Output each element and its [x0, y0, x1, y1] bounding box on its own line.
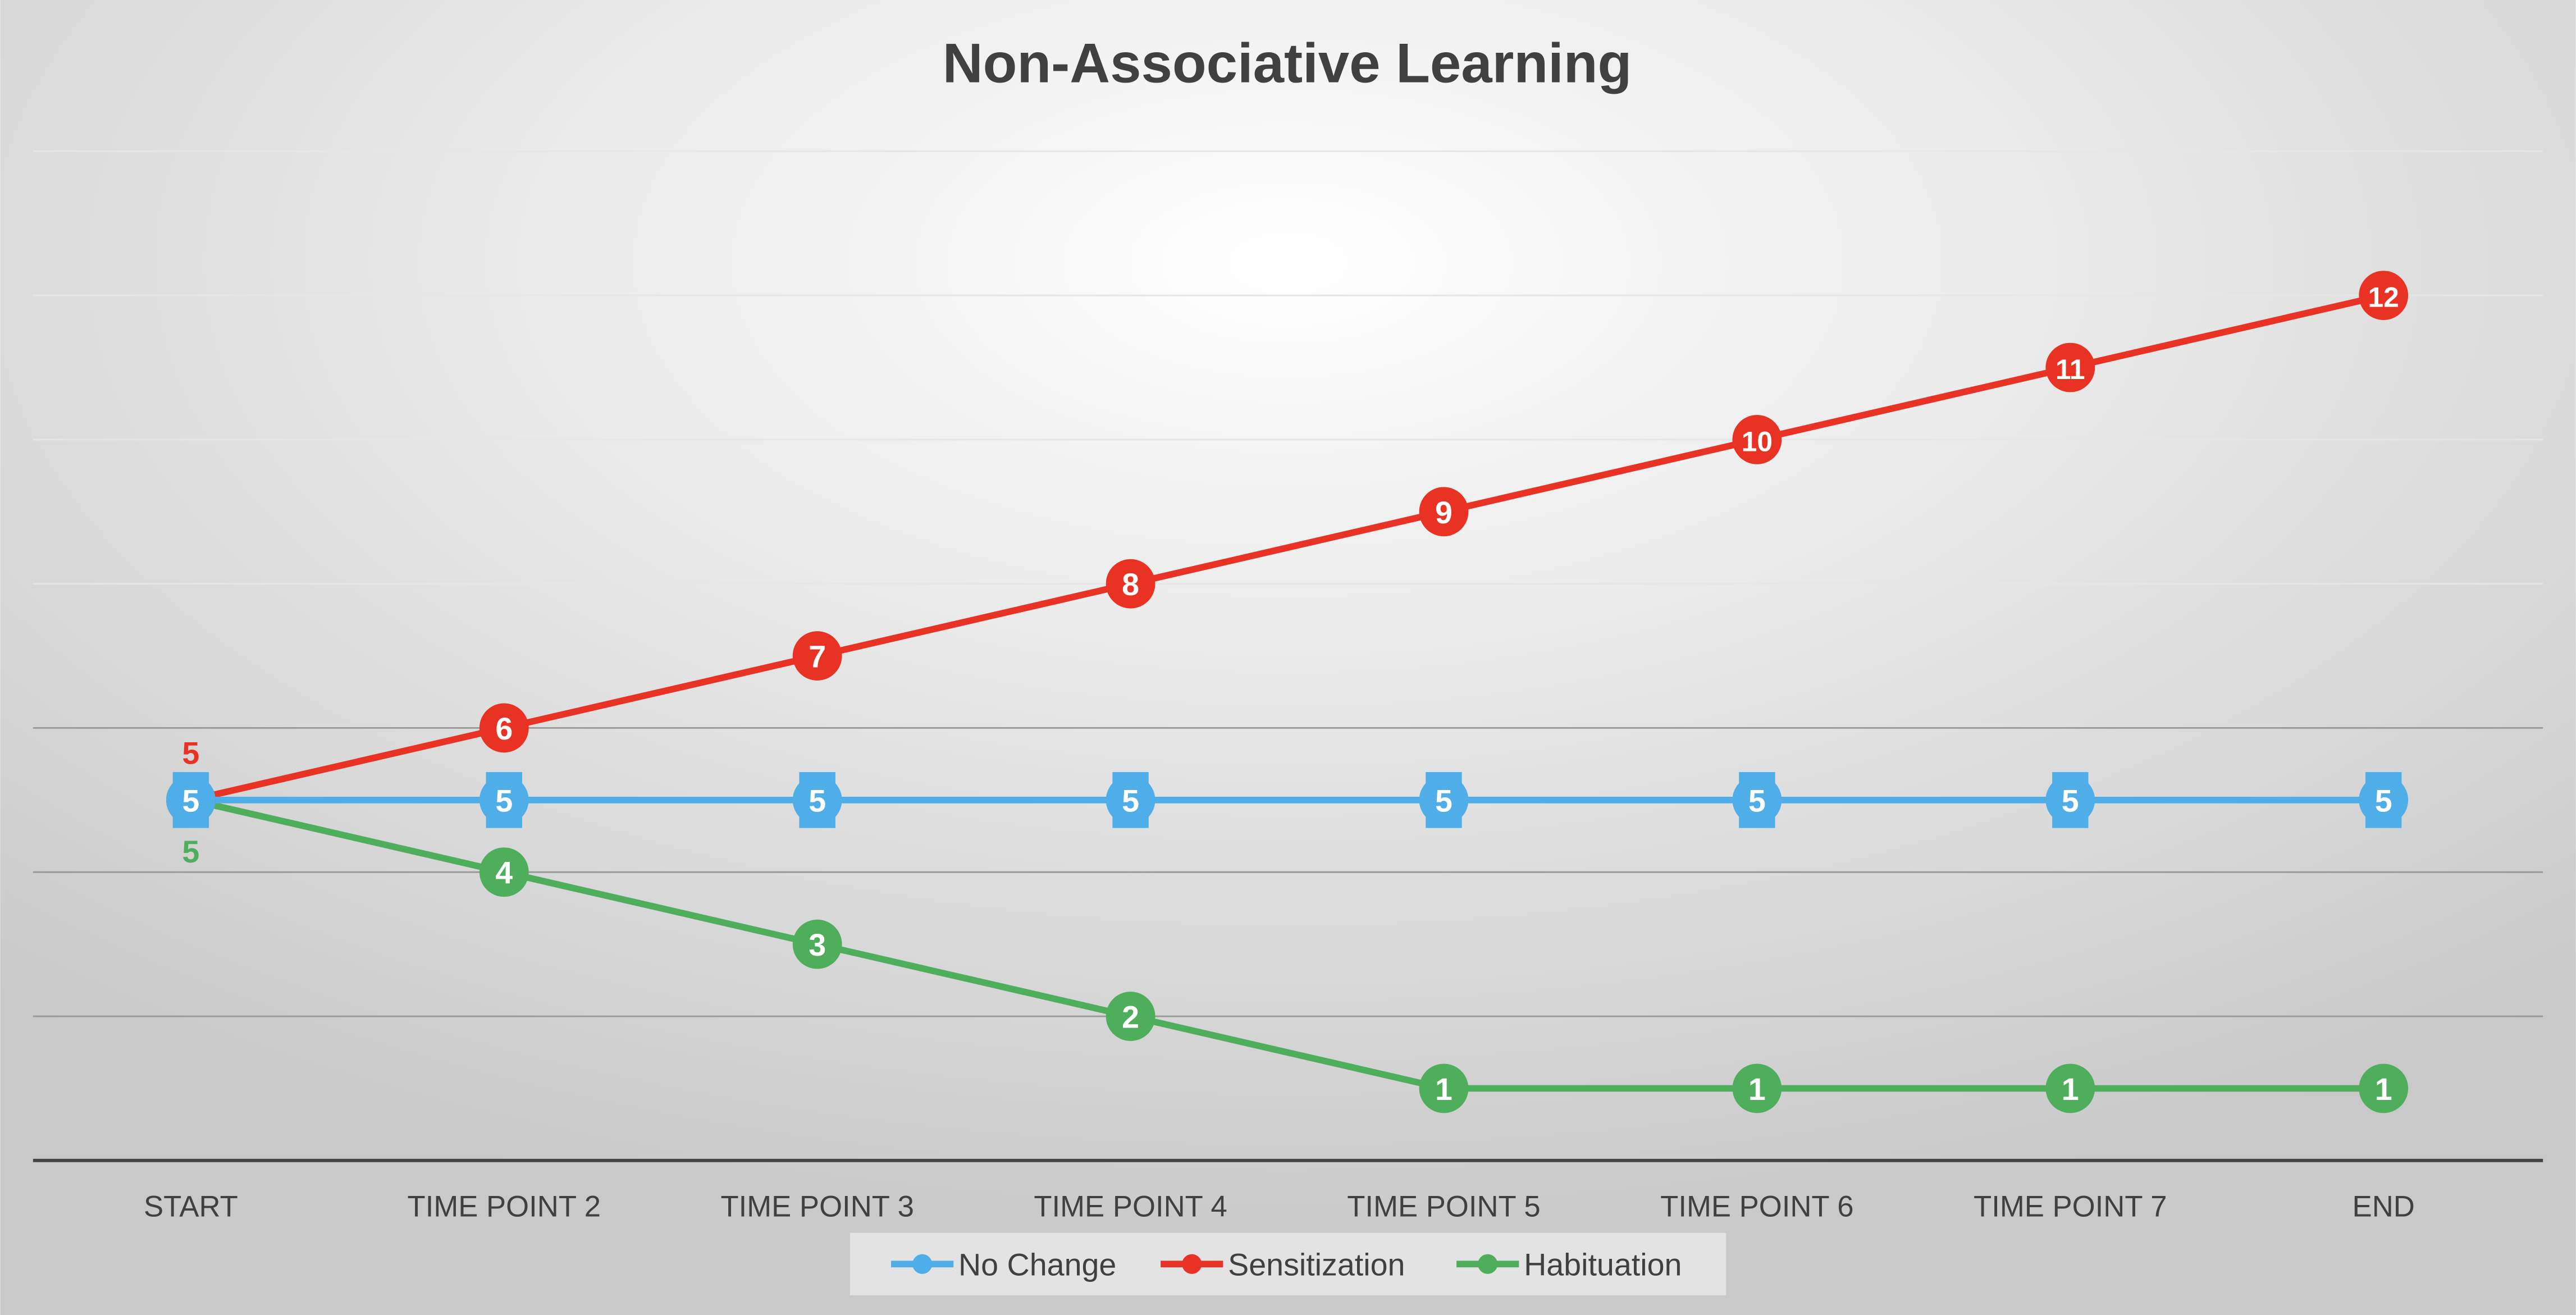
legend-marker: [912, 1254, 933, 1274]
data-point-marker: [792, 631, 842, 681]
data-point-marker: [1106, 559, 1155, 609]
data-point-marker: [479, 703, 529, 753]
data-label: 12: [2368, 282, 2399, 313]
data-label: 5: [182, 783, 199, 818]
legend-marker: [1182, 1254, 1202, 1274]
data-label-box: [1112, 772, 1149, 828]
data-label: 5: [1748, 783, 1766, 818]
chart-title: Non-Associative Learning: [943, 32, 1632, 94]
data-label-box: [2365, 772, 2402, 828]
legend-box: [849, 1232, 1727, 1295]
data-point-marker: [1732, 414, 1782, 464]
data-label-box: [2052, 772, 2089, 828]
data-label: 9: [1435, 495, 1453, 530]
legend-label: Sensitization: [1228, 1248, 1405, 1282]
data-point-marker: [2045, 1063, 2095, 1113]
legend-marker: [1478, 1254, 1498, 1274]
legend-items: No Change Sensitization Habituation: [891, 1248, 1682, 1282]
x-axis-tick-labels: START TIME POINT 2 TIME POINT 3 TIME POINT …: [144, 1190, 2415, 1223]
data-label: 8: [1122, 567, 1139, 602]
x-tick-label: TIME POINT 2: [408, 1190, 601, 1223]
data-point-marker: [1106, 992, 1155, 1041]
x-tick-label: TIME POINT 4: [1034, 1190, 1227, 1223]
data-point-marker: [2359, 271, 2409, 321]
data-label-box: [486, 772, 522, 828]
data-label: 1: [2062, 1072, 2079, 1107]
data-label: 7: [809, 640, 826, 674]
x-tick-label: END: [2353, 1190, 2415, 1223]
data-label: 4: [495, 856, 513, 891]
data-label: 3: [809, 928, 826, 962]
data-label: 5: [809, 783, 826, 818]
data-label-box: [1739, 772, 1775, 828]
data-point-marker: [479, 847, 529, 897]
data-label: 1: [1748, 1072, 1766, 1107]
x-tick-label: TIME POINT 3: [720, 1190, 914, 1223]
series-lines: [190, 292, 2385, 1092]
data-label: 5: [495, 783, 513, 818]
data-label: 5: [182, 834, 199, 869]
data-label: 5: [182, 736, 199, 770]
legend-label: Habituation: [1524, 1248, 1682, 1282]
data-label: 6: [495, 711, 513, 746]
data-point-marker: [792, 919, 842, 969]
data-label-box: [799, 772, 835, 828]
x-tick-label: TIME POINT 6: [1660, 1190, 1853, 1223]
x-tick-label: START: [144, 1190, 238, 1223]
data-point-marker: [1419, 487, 1469, 537]
gridlines: [33, 150, 2543, 1162]
data-label-box: [1426, 772, 1462, 828]
data-label: 1: [2375, 1072, 2392, 1107]
data-point-marker: [2359, 1063, 2409, 1113]
x-tick-label: TIME POINT 7: [1974, 1190, 2167, 1223]
data-label: 5: [1122, 783, 1139, 818]
data-point-marker: [2045, 343, 2095, 392]
series-line-sensitization: [190, 292, 2385, 803]
data-label: 5: [1435, 783, 1453, 818]
legend-label: No Change: [958, 1248, 1116, 1282]
data-label: 5: [2062, 783, 2079, 818]
data-label: 10: [1742, 426, 1773, 457]
data-label: 5: [2375, 783, 2392, 818]
data-point-marker: [1419, 1063, 1469, 1113]
x-tick-label: TIME POINT 5: [1347, 1190, 1540, 1223]
data-label: 2: [1122, 1000, 1139, 1035]
data-label-box: [172, 772, 209, 828]
data-label: 11: [2056, 354, 2085, 385]
data-label: 1: [1435, 1072, 1453, 1107]
data-point-marker: [1732, 1063, 1782, 1113]
legend: No Change Sensitization Habituation: [849, 1232, 1727, 1295]
series-line-habituation: [190, 797, 2384, 1092]
